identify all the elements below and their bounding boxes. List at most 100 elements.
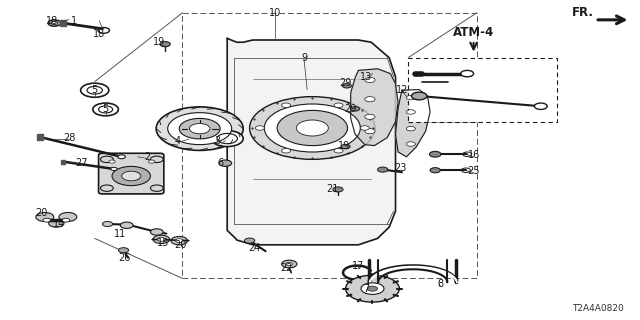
Circle shape: [160, 42, 170, 47]
Circle shape: [244, 238, 255, 243]
Text: 29: 29: [339, 78, 352, 88]
Circle shape: [461, 70, 474, 77]
Circle shape: [365, 97, 375, 102]
Circle shape: [264, 104, 360, 152]
Text: 28: 28: [63, 132, 76, 143]
Circle shape: [351, 107, 360, 111]
Text: 22: 22: [280, 263, 293, 273]
Circle shape: [361, 283, 384, 294]
Circle shape: [150, 185, 163, 191]
Circle shape: [406, 126, 415, 131]
Circle shape: [111, 167, 117, 171]
Circle shape: [342, 84, 351, 88]
Circle shape: [406, 95, 415, 100]
Text: 24: 24: [248, 243, 261, 253]
Text: 17: 17: [352, 261, 365, 271]
Circle shape: [153, 235, 170, 244]
Text: 20: 20: [174, 240, 187, 250]
Text: 25: 25: [467, 166, 480, 176]
Text: 12: 12: [396, 84, 408, 95]
Circle shape: [341, 144, 350, 149]
Text: 20: 20: [35, 208, 48, 218]
Text: 26: 26: [118, 252, 131, 263]
Text: 5: 5: [102, 104, 109, 114]
Circle shape: [282, 260, 297, 268]
Bar: [408, 58, 557, 122]
Circle shape: [51, 21, 58, 25]
Circle shape: [430, 168, 440, 173]
Text: 7: 7: [363, 284, 369, 294]
Circle shape: [171, 236, 188, 245]
Circle shape: [334, 148, 343, 153]
Text: 6: 6: [218, 158, 224, 168]
Circle shape: [282, 103, 291, 108]
Text: 14: 14: [52, 219, 65, 229]
Polygon shape: [351, 69, 398, 146]
Circle shape: [175, 239, 183, 243]
Text: 1: 1: [70, 16, 77, 26]
Circle shape: [219, 160, 232, 166]
Circle shape: [334, 103, 343, 108]
Circle shape: [102, 221, 113, 227]
Circle shape: [49, 220, 64, 227]
Circle shape: [346, 275, 399, 302]
Text: 18: 18: [46, 16, 59, 26]
Circle shape: [211, 131, 243, 147]
Circle shape: [48, 20, 61, 26]
Circle shape: [365, 77, 375, 83]
Text: T2A4A0820: T2A4A0820: [572, 304, 624, 313]
Circle shape: [112, 166, 150, 186]
Circle shape: [122, 171, 141, 181]
Circle shape: [534, 103, 547, 109]
Circle shape: [120, 222, 133, 228]
Circle shape: [360, 126, 369, 130]
Text: 15: 15: [157, 238, 170, 248]
Text: 21: 21: [326, 184, 339, 194]
Circle shape: [365, 114, 375, 119]
Circle shape: [156, 107, 243, 150]
Text: 2: 2: [144, 152, 150, 162]
Circle shape: [59, 212, 77, 221]
Text: 16: 16: [467, 150, 480, 160]
Circle shape: [367, 286, 378, 291]
Circle shape: [282, 148, 291, 153]
Circle shape: [333, 187, 343, 192]
Circle shape: [406, 110, 415, 114]
Bar: [182, 13, 477, 278]
Text: 8: 8: [437, 279, 444, 289]
Text: 19: 19: [152, 36, 165, 47]
Circle shape: [62, 218, 70, 222]
Text: 19: 19: [338, 140, 351, 151]
Circle shape: [296, 120, 328, 136]
Text: 11: 11: [114, 229, 127, 239]
Circle shape: [286, 262, 292, 266]
Circle shape: [168, 113, 232, 145]
Circle shape: [250, 97, 375, 159]
Circle shape: [157, 237, 165, 241]
Text: 9: 9: [301, 52, 307, 63]
Circle shape: [93, 103, 118, 116]
Polygon shape: [396, 90, 430, 157]
Circle shape: [189, 124, 210, 134]
Circle shape: [429, 151, 441, 157]
Text: 29: 29: [344, 104, 357, 114]
Circle shape: [100, 156, 113, 163]
Text: 13: 13: [360, 72, 372, 82]
Circle shape: [365, 129, 375, 134]
Text: 27: 27: [76, 158, 88, 168]
Circle shape: [118, 248, 129, 253]
Circle shape: [378, 167, 388, 172]
Polygon shape: [227, 38, 396, 245]
Text: 18: 18: [93, 28, 106, 39]
Text: 3: 3: [214, 136, 221, 146]
Circle shape: [100, 185, 113, 191]
Text: 23: 23: [394, 163, 406, 173]
Circle shape: [36, 212, 54, 221]
Circle shape: [81, 83, 109, 97]
Circle shape: [406, 142, 415, 146]
Circle shape: [43, 218, 51, 222]
Text: 10: 10: [269, 8, 282, 18]
Circle shape: [179, 118, 220, 139]
Text: 4: 4: [175, 136, 181, 146]
Circle shape: [277, 110, 348, 146]
